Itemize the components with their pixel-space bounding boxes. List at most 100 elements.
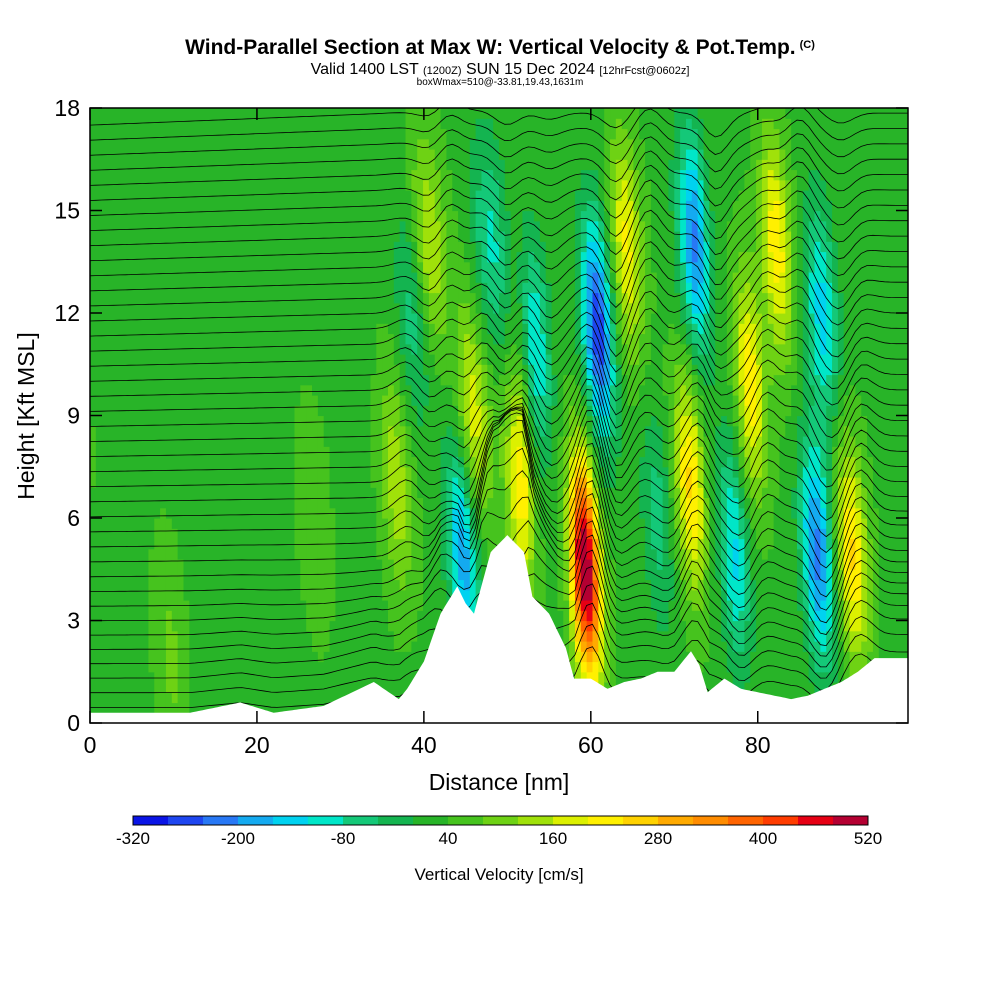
isentrope-line	[90, 205, 908, 273]
velocity-cell	[627, 302, 634, 335]
velocity-cell	[773, 282, 781, 314]
velocity-cell	[849, 108, 857, 386]
velocity-cell	[604, 487, 611, 519]
velocity-cell	[861, 415, 868, 488]
velocity-cell	[814, 323, 821, 376]
velocity-cell	[791, 169, 798, 386]
velocity-cell	[551, 108, 559, 376]
velocity-cell	[463, 108, 471, 263]
velocity-cell	[528, 364, 535, 396]
velocity-cell	[610, 272, 617, 294]
velocity-cell	[300, 108, 307, 386]
velocity-cell	[487, 118, 494, 171]
velocity-cell	[434, 169, 442, 222]
velocity-cell	[627, 108, 634, 140]
velocity-cell	[750, 446, 757, 478]
velocity-cell	[738, 507, 745, 540]
velocity-cell	[428, 149, 436, 191]
velocity-cell	[732, 425, 740, 458]
velocity-cell	[428, 292, 436, 324]
velocity-cell	[890, 108, 897, 723]
velocity-cell	[569, 405, 576, 437]
velocity-cell	[347, 108, 354, 723]
velocity-cell	[452, 456, 459, 478]
velocity-cell	[598, 589, 605, 632]
velocity-cell	[487, 497, 494, 560]
velocity-cell	[756, 159, 763, 314]
velocity-cell	[615, 333, 623, 365]
velocity-cell	[136, 108, 144, 723]
colorbar-swatch	[343, 816, 379, 825]
velocity-cell	[826, 200, 833, 242]
copyright-mark: (C)	[799, 39, 815, 51]
x-tick-label: 60	[578, 732, 604, 758]
velocity-cell	[738, 415, 745, 447]
velocity-cell	[767, 548, 775, 723]
y-tick-label: 3	[67, 608, 80, 634]
velocity-cell	[855, 600, 862, 632]
velocity-cell	[586, 518, 594, 529]
velocity-cell	[837, 446, 845, 478]
velocity-cell	[872, 108, 880, 509]
isentrope-line	[90, 399, 908, 488]
velocity-cell	[756, 548, 763, 723]
velocity-cell	[592, 354, 599, 376]
velocity-cell	[405, 466, 412, 570]
velocity-cell	[738, 466, 745, 488]
velocity-cell	[680, 323, 687, 345]
velocity-cell	[796, 477, 804, 550]
velocity-cell	[475, 282, 483, 314]
velocity-cell	[685, 169, 693, 201]
velocity-cell	[750, 651, 757, 723]
velocity-cell	[382, 600, 389, 723]
velocity-cell	[329, 108, 336, 509]
velocity-cell	[750, 251, 757, 294]
velocity-cell	[586, 477, 594, 488]
velocity-cell	[423, 405, 430, 723]
velocity-cell	[621, 374, 629, 723]
velocity-cell	[814, 169, 821, 212]
velocity-cell	[820, 220, 827, 253]
velocity-cell	[463, 425, 471, 447]
velocity-cell	[522, 210, 529, 283]
velocity-cell	[452, 405, 459, 437]
velocity-cell	[230, 108, 237, 723]
velocity-cell	[732, 477, 740, 499]
velocity-cell	[569, 108, 576, 376]
velocity-cell	[516, 415, 523, 447]
velocity-cell	[610, 241, 617, 273]
isentrope-line	[90, 357, 908, 429]
velocity-cell	[820, 651, 827, 673]
velocity-cell	[691, 128, 699, 150]
velocity-cell	[592, 559, 599, 581]
velocity-cell	[458, 456, 465, 468]
velocity-cell	[586, 497, 594, 509]
velocity-cell	[732, 538, 740, 581]
velocity-cell	[732, 272, 740, 396]
velocity-cell	[522, 323, 529, 365]
velocity-cell	[604, 210, 611, 242]
velocity-cell	[826, 282, 833, 376]
velocity-cell	[563, 374, 570, 437]
velocity-cell	[569, 436, 576, 458]
velocity-cell	[493, 241, 500, 263]
velocity-cell	[732, 579, 740, 622]
velocity-cell	[645, 108, 652, 181]
velocity-cell	[580, 108, 588, 171]
velocity-cell	[522, 108, 529, 212]
velocity-cell	[767, 149, 775, 171]
velocity-cell	[738, 487, 745, 509]
velocity-cell	[639, 220, 646, 335]
isentrope-line	[90, 252, 908, 325]
velocity-cell	[732, 200, 740, 273]
velocity-cell	[668, 323, 675, 499]
isentrope-line	[90, 190, 908, 256]
velocity-cell	[563, 436, 570, 488]
velocity-cell	[592, 241, 599, 263]
velocity-cell	[680, 548, 687, 581]
velocity-cell	[843, 108, 851, 396]
velocity-cell	[592, 384, 599, 406]
velocity-cell	[703, 241, 710, 314]
colorbar-tick-label: 400	[749, 829, 777, 848]
velocity-cell	[154, 108, 161, 519]
